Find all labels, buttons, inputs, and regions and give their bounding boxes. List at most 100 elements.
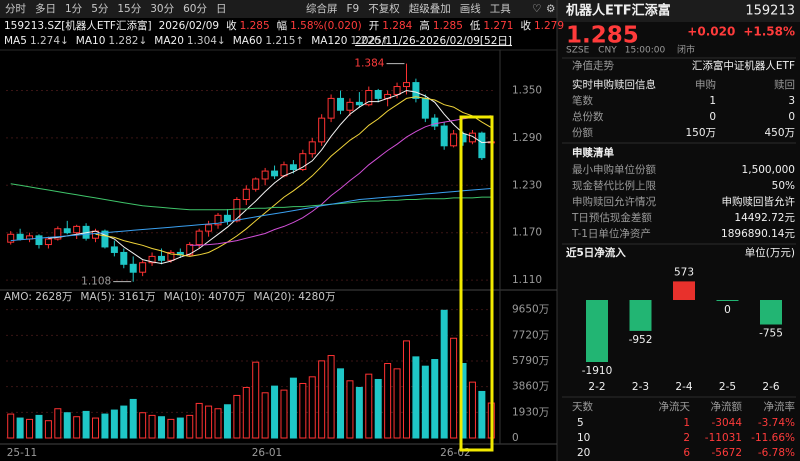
volume-bar <box>214 408 222 439</box>
toolbar-button[interactable]: 60分 <box>183 3 207 15</box>
volume-bar <box>7 413 15 439</box>
side-title-bg <box>557 0 800 22</box>
section-title: 申赎清单 <box>572 146 614 159</box>
toolbar-button[interactable]: 5分 <box>91 3 109 15</box>
nav-label[interactable]: 净值走势 <box>572 59 614 72</box>
candle-body <box>261 170 269 180</box>
toolbar-button[interactable]: 多日 <box>35 2 56 15</box>
candle-body <box>195 230 203 246</box>
quote-field: 高 <box>419 19 430 32</box>
volume-bar <box>195 402 203 439</box>
legend-name: MA10 <box>76 35 106 47</box>
value-label: -952 <box>629 334 653 346</box>
annotation: 1.108 <box>81 276 111 288</box>
volume-bar <box>327 355 335 439</box>
table-header: 实时申购赎回信息 <box>572 78 656 91</box>
toolbar-button[interactable]: 15分 <box>117 3 141 15</box>
candle-body <box>440 125 448 147</box>
toolbar-button[interactable]: 1分 <box>65 3 83 15</box>
volume-bar <box>205 405 213 439</box>
nav-value: 汇添富中证机器人ETF <box>692 59 795 72</box>
candle-body <box>233 199 241 222</box>
meta: 闭市 <box>677 44 695 56</box>
toolbar-button[interactable]: 超级叠加 <box>409 2 451 15</box>
cell: 0 <box>709 111 716 123</box>
legend-name: MA20 <box>154 35 184 47</box>
cell: 150万 <box>685 127 716 139</box>
volume-bar <box>271 385 279 439</box>
candle-body <box>374 90 382 99</box>
candle-body <box>205 224 213 232</box>
volume-bar <box>139 412 147 439</box>
settings-icon[interactable]: ⚙ <box>546 3 555 15</box>
candle-body <box>214 214 222 226</box>
volume-bar <box>110 409 118 439</box>
candle-body <box>129 263 137 273</box>
x-tick-label: 2-3 <box>632 381 649 393</box>
cell: 10 <box>577 432 590 444</box>
ma-line <box>10 183 492 211</box>
candle-body <box>318 117 326 143</box>
cell: 5 <box>577 417 584 429</box>
cell: 20 <box>577 447 590 459</box>
candle-body <box>402 82 410 88</box>
volume-bar <box>374 378 382 439</box>
toolbar-button[interactable]: 画线 <box>460 2 481 15</box>
table-header: 赎回 <box>774 78 795 91</box>
y-tick-label: 1.230 <box>512 179 542 191</box>
quote-field: 幅 <box>277 19 288 32</box>
cell: 1 <box>709 95 716 107</box>
candle-body <box>346 101 354 111</box>
toolbar-button[interactable]: 30分 <box>150 3 174 15</box>
toolbar-button[interactable]: F9 <box>347 3 360 15</box>
quote-field: 收 <box>520 19 531 32</box>
row-label: T-1日单位净资产 <box>571 227 651 240</box>
toolbar-button[interactable]: 综合屏 <box>306 2 338 15</box>
ma-line <box>10 188 492 242</box>
toolbar-button[interactable]: 分时 <box>5 3 26 15</box>
volume-bar <box>261 392 269 439</box>
volume-bar <box>431 359 439 439</box>
legend-value: 1.226↑ <box>351 35 390 47</box>
legend-value: 1.282↓ <box>108 35 147 47</box>
row-label: 总份数 <box>572 110 604 123</box>
volume-bar <box>63 412 71 439</box>
toolbar-button[interactable]: 日 <box>216 3 227 15</box>
candle-body <box>44 238 52 246</box>
table-header: 净流额 <box>711 400 743 413</box>
y-tick-label: 3860万 <box>512 381 549 393</box>
legend-value: 1.215↑ <box>265 35 304 47</box>
toolbar-button[interactable]: 不复权 <box>368 2 400 15</box>
toolbar-bg <box>0 0 557 18</box>
candle-body <box>289 164 297 170</box>
toolbar-button[interactable]: 工具 <box>490 3 511 15</box>
meta: 15:00:00 <box>625 46 666 56</box>
y-tick-label: 1.290 <box>512 132 542 144</box>
quote-text: 159213.SZ[机器人ETF汇添富] <box>4 19 152 32</box>
candle-body <box>271 170 279 177</box>
x-tick-label: 2-2 <box>588 381 605 393</box>
volume-bar <box>402 340 410 439</box>
quote-field: 低 <box>470 19 481 32</box>
table-header: 净流率 <box>764 400 796 413</box>
volume-bar <box>44 420 52 439</box>
volume-bar <box>242 386 250 439</box>
volume-bar <box>120 405 128 439</box>
volume-bar <box>186 414 194 439</box>
candle-body <box>252 178 260 190</box>
favorite-icon[interactable]: ♡ <box>532 3 541 15</box>
candle-body <box>186 244 194 256</box>
cell: -11031 <box>705 432 742 444</box>
section-title: 近5日净流入 <box>566 246 626 259</box>
legend-name: MA60 <box>233 35 263 47</box>
legend-name: MA120 <box>311 35 347 47</box>
volume-bar <box>280 389 288 439</box>
candle-body <box>73 225 81 234</box>
ma-line <box>48 89 492 265</box>
quote-field: 收 <box>226 19 237 32</box>
volume-bar <box>308 376 316 439</box>
volume-bar <box>73 416 81 439</box>
volume-bar <box>355 386 363 439</box>
